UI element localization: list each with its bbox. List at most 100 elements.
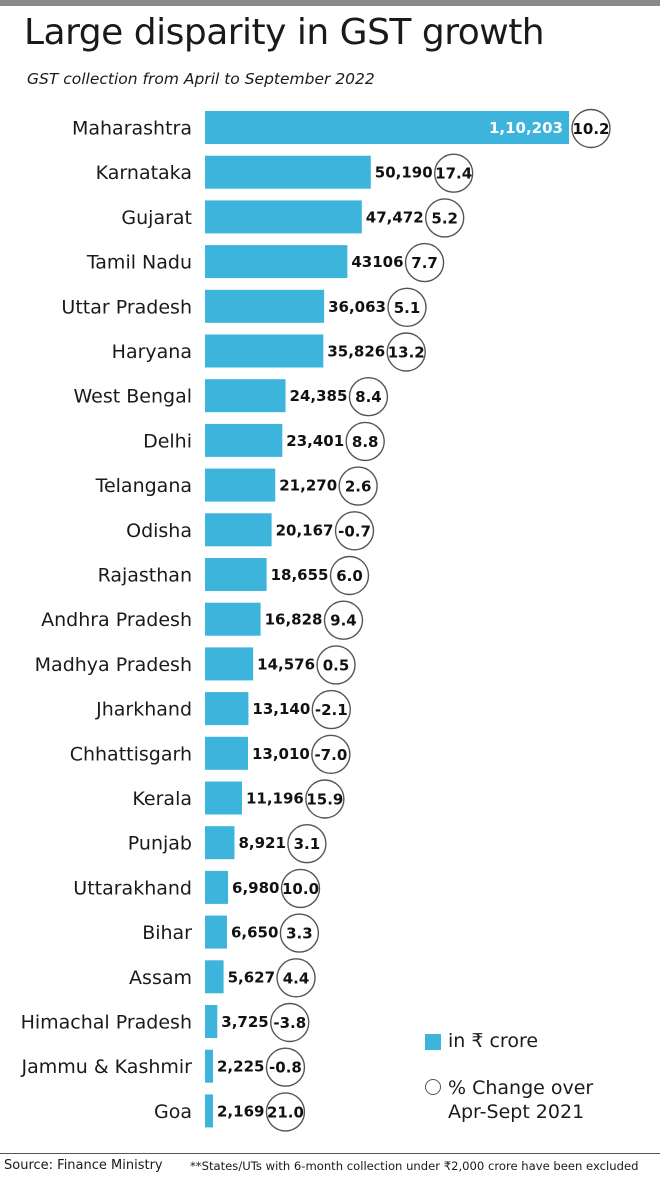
value-label: 21,270 [279, 477, 337, 495]
change-label: 13.2 [388, 344, 425, 362]
bar [205, 468, 276, 502]
category-label: Haryana [112, 341, 192, 363]
bar [205, 781, 242, 815]
change-label: -0.8 [269, 1059, 302, 1077]
change-circle [334, 511, 375, 551]
bar [205, 289, 325, 323]
category-label: Rajasthan [98, 565, 192, 587]
change-label: 17.4 [435, 165, 472, 183]
change-circle [287, 824, 327, 864]
change-label: 2.6 [345, 478, 372, 496]
value-label: 2,169 [217, 1102, 264, 1120]
change-circle [387, 287, 427, 327]
change-circle [316, 645, 356, 685]
change-label: 21.0 [267, 1103, 304, 1121]
bar [205, 558, 267, 591]
bar-chart: Maharashtra 1,10,203 10.2 Karnataka 50,190 17… [20, 108, 611, 1132]
change-label: 7.7 [411, 254, 438, 272]
change-circle [270, 1002, 310, 1043]
change-circle [329, 555, 370, 596]
value-label: 13,010 [252, 745, 310, 763]
source-note: Source: Finance Ministry [4, 1158, 163, 1173]
category-label: Punjab [128, 833, 192, 855]
value-label: 50,190 [375, 164, 433, 182]
change-circle [404, 242, 445, 283]
change-circle [345, 421, 385, 462]
change-label: 3.3 [286, 925, 313, 943]
bottom-rule [0, 1153, 660, 1154]
bar [205, 736, 248, 770]
change-circle [311, 689, 351, 730]
value-label: 24,385 [290, 387, 348, 405]
legend-item-change: % Change over Apr-Sept 2021 [425, 1076, 655, 1124]
category-label: Bihar [142, 922, 192, 944]
category-label: Goa [154, 1101, 192, 1123]
bar [205, 200, 362, 234]
value-label: 8,921 [238, 834, 285, 852]
category-label: Telangana [95, 475, 192, 497]
change-label: 0.5 [323, 656, 350, 674]
value-label: 2,225 [217, 1058, 264, 1076]
change-label: 4.4 [283, 969, 310, 987]
category-label: Andhra Pradesh [41, 609, 192, 631]
legend-circle-label-line1: % Change over [448, 1077, 594, 1099]
change-label: 8.4 [355, 388, 382, 406]
value-label: 36,063 [328, 298, 386, 316]
change-circle [305, 779, 345, 819]
change-label: -2.1 [315, 701, 348, 719]
value-label: 43106 [351, 253, 403, 271]
bar [205, 513, 272, 547]
bar [205, 602, 261, 636]
change-label: 10.2 [572, 120, 609, 138]
category-label: Uttar Pradesh [61, 296, 192, 318]
legend-circle-icon [425, 1079, 441, 1095]
value-label: 5,627 [228, 968, 275, 986]
top-rule [0, 0, 660, 6]
value-label: 47,472 [366, 208, 424, 226]
change-label: 10.0 [282, 880, 319, 898]
legend: in ₹ crore % Change over Apr-Sept 2021 [425, 1030, 593, 1123]
change-label: 8.8 [352, 433, 379, 451]
legend-circle-label-line2: Apr-Sept 2021 [448, 1101, 585, 1123]
change-circle [265, 1092, 306, 1132]
change-circle [279, 913, 320, 953]
category-label: Jharkhand [95, 699, 192, 721]
bar [205, 245, 348, 279]
chart-subtitle: GST collection from April to September 2… [27, 70, 375, 88]
value-label: 6,980 [232, 879, 279, 897]
bar [205, 111, 569, 144]
change-label: 9.4 [330, 612, 357, 630]
bar [205, 1005, 218, 1038]
value-label: 3,725 [221, 1013, 268, 1031]
change-label: 6.0 [336, 567, 363, 585]
category-label: Himachal Pradesh [21, 1012, 192, 1034]
bar [205, 334, 324, 368]
value-label: 11,196 [246, 790, 304, 808]
category-label: Maharashtra [72, 118, 192, 140]
category-label: Kerala [132, 788, 192, 810]
value-label: 6,650 [231, 924, 278, 942]
change-label: 3.1 [294, 835, 321, 853]
value-label: 18,655 [271, 566, 329, 584]
bar [205, 1049, 213, 1083]
change-circle [280, 868, 321, 909]
value-label: 20,167 [276, 521, 334, 539]
bar [205, 423, 283, 457]
bar [205, 826, 235, 860]
category-label: Assam [129, 967, 192, 989]
chart-title: Large disparity in GST growth [24, 12, 545, 53]
change-circle [571, 108, 611, 149]
change-circle [323, 600, 364, 640]
bar [205, 155, 371, 189]
change-circle [433, 153, 474, 193]
category-label: Uttarakhand [73, 877, 192, 899]
change-label: -0.7 [338, 522, 371, 540]
change-circle [265, 1047, 306, 1087]
value-label: 35,826 [327, 343, 385, 361]
bar [205, 647, 254, 681]
value-label: 14,576 [257, 655, 315, 673]
change-circle [311, 734, 351, 774]
change-circle [348, 377, 389, 417]
change-label: 5.1 [394, 299, 421, 317]
bar [205, 915, 227, 949]
